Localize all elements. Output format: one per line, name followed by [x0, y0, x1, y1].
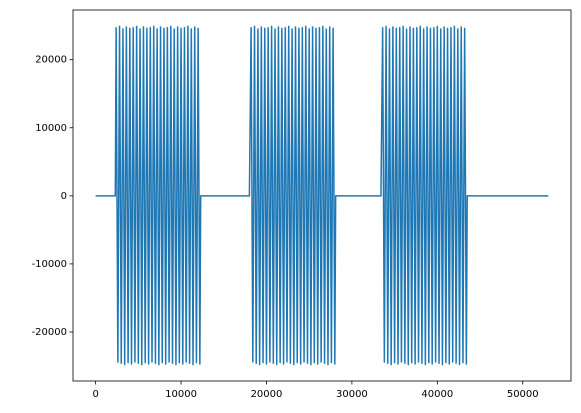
x-tick-label: 10000 — [165, 389, 197, 400]
x-tick-label: 50000 — [507, 389, 539, 400]
y-tick-label: -10000 — [32, 259, 67, 270]
x-tick-label: 40000 — [421, 389, 453, 400]
x-tick-label: 20000 — [251, 389, 283, 400]
x-tick-label: 30000 — [336, 389, 368, 400]
x-tick-label: 0 — [92, 389, 98, 400]
y-tick-label: 20000 — [35, 55, 67, 66]
y-tick-label: 0 — [61, 191, 67, 202]
y-tick-label: -20000 — [32, 327, 67, 338]
line-series — [95, 25, 549, 366]
y-tick-label: 10000 — [35, 123, 67, 134]
